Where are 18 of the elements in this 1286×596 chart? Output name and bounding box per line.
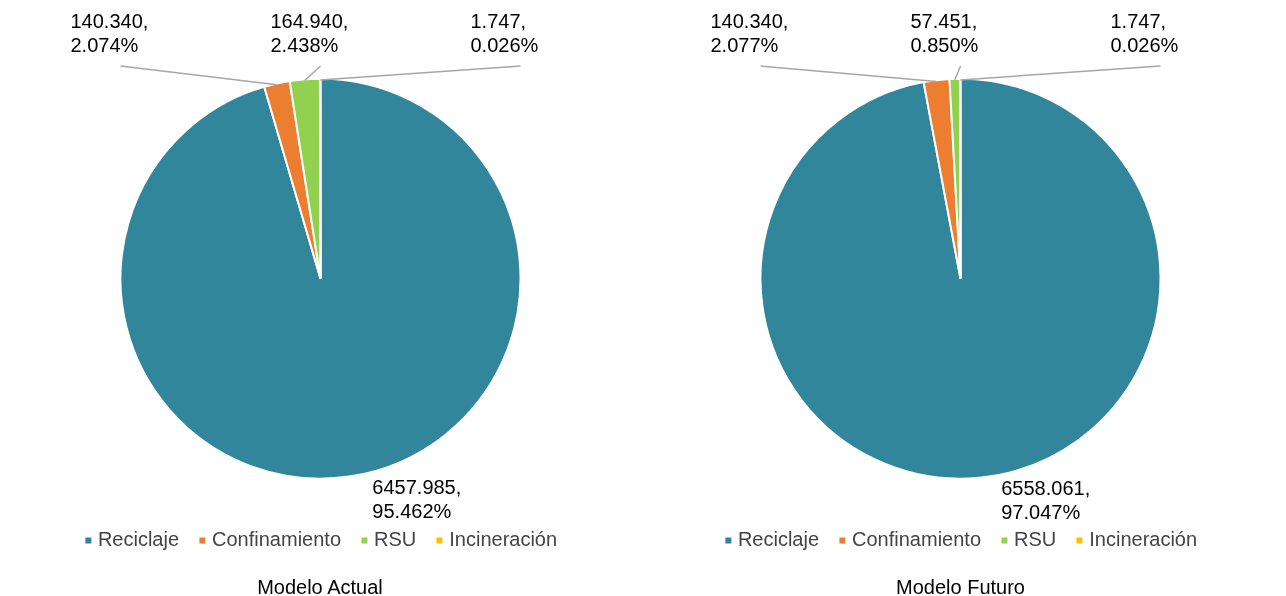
legend-label: Reciclaje xyxy=(737,528,820,551)
legend-label: RSU xyxy=(1014,528,1057,551)
legend-label: RSU xyxy=(374,528,417,551)
data-label: 164.940, 2.438% xyxy=(270,9,349,57)
legend-label: Incineración xyxy=(1089,528,1198,551)
data-label: 140.340, 2.074% xyxy=(70,9,149,57)
data-label: 6457.985, 95.462% xyxy=(372,475,462,522)
data-label: 140.340, 2.077% xyxy=(710,9,789,57)
text: Modelo Futuro xyxy=(896,575,1025,596)
legend-label: Confinamiento xyxy=(212,528,342,551)
data-label: 1.747, 0.026% xyxy=(1110,9,1179,57)
legend-label: Confinamiento xyxy=(852,528,982,551)
legend-label: Reciclaje xyxy=(97,528,180,551)
data-label: 57.451, 0.850% xyxy=(910,9,979,57)
data-label: 6558.061, 97.047% xyxy=(1001,477,1091,524)
text: Modelo Actual xyxy=(257,575,383,596)
legend-label: Incineración xyxy=(449,528,558,551)
data-label: 1.747, 0.026% xyxy=(470,9,539,57)
